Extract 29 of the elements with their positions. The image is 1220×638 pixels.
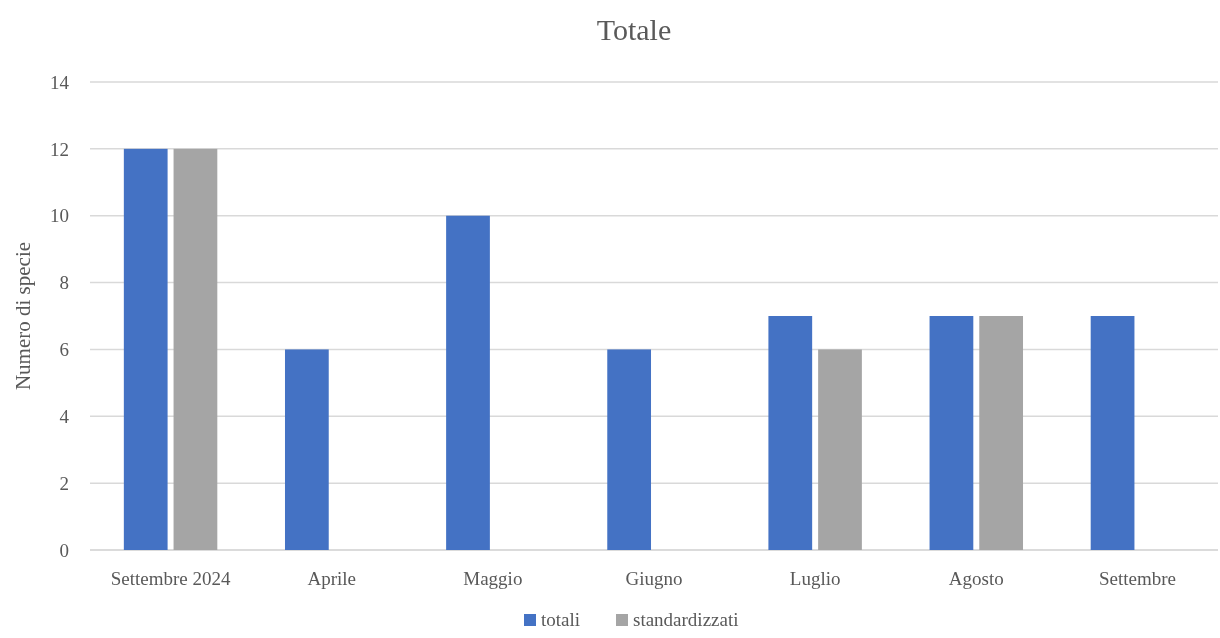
bar [607, 349, 652, 550]
bar [1090, 316, 1135, 550]
y-tick-label: 0 [59, 539, 69, 561]
x-tick-label: Aprile [307, 568, 356, 589]
bar [929, 316, 974, 550]
y-tick-label: 2 [59, 472, 69, 494]
x-tick-label: Settembre 2024 [110, 568, 231, 589]
x-tick-label: Luglio [789, 568, 841, 589]
y-tick-label: 4 [59, 405, 70, 427]
legend-label: totali [541, 609, 581, 630]
bar [284, 349, 329, 550]
bar [123, 148, 168, 550]
bar [768, 316, 813, 550]
bar [979, 316, 1024, 550]
x-tick-label: Agosto [948, 568, 1004, 589]
chart-title: Totale [596, 13, 672, 46]
legend-label: standardizzati [633, 609, 739, 630]
x-tick-label: Settembre [1098, 568, 1176, 589]
x-tick-label: Giugno [625, 568, 683, 589]
y-tick-label: 12 [50, 138, 69, 160]
y-tick-label: 10 [50, 205, 69, 227]
y-tick-label: 14 [50, 71, 70, 93]
x-tick-label: Maggio [463, 568, 523, 589]
bar [446, 215, 490, 550]
y-axis-title: Numero di specie [11, 241, 35, 391]
bar [173, 148, 218, 550]
y-tick-label: 6 [59, 339, 69, 361]
bar [818, 349, 862, 550]
y-tick-label: 8 [59, 272, 69, 294]
